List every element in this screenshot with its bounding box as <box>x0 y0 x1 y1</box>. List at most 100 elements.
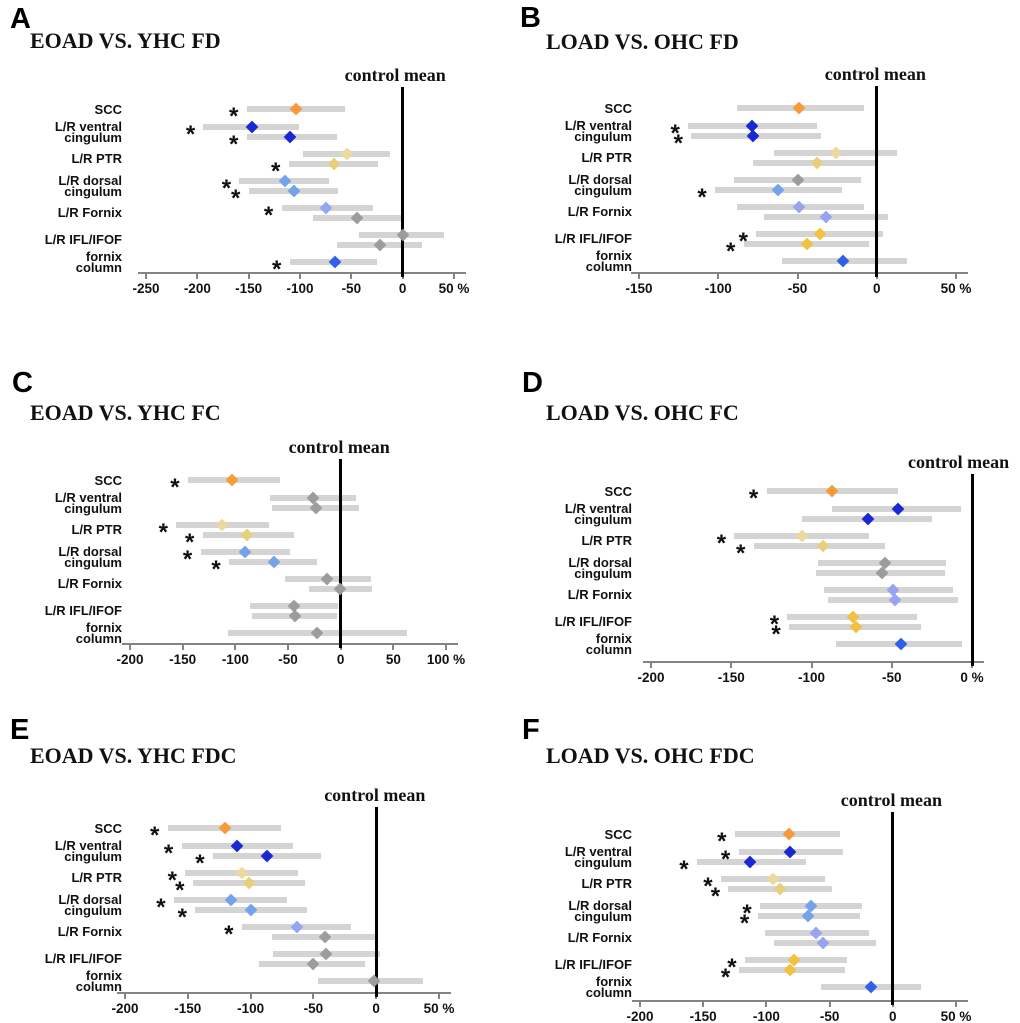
tract-label-line: fornix <box>85 619 122 635</box>
tract-label-line: L/R IFL/IFOF <box>44 603 122 619</box>
tract-label-line: fornix <box>85 248 122 264</box>
tract-label: L/R IFL/IFOF <box>510 615 632 628</box>
significance-asterisk: * <box>717 828 727 855</box>
tract-label-line: column <box>75 978 122 994</box>
tract-label-line: L/R dorsal <box>58 172 122 188</box>
tract-label-line: cingulum <box>64 500 122 516</box>
axis-tick-label: -250 <box>132 281 160 296</box>
mean-diamond <box>242 876 256 890</box>
significance-asterisk: * <box>185 529 195 556</box>
tract-label: L/R ventral cingulum <box>0 120 122 144</box>
axis-tick <box>312 992 315 999</box>
mean-diamond <box>224 893 237 906</box>
tract-label: SCC <box>510 828 632 841</box>
tract-label: L/R ventral cingulum <box>510 502 632 527</box>
axis-tick <box>181 643 184 650</box>
axis-tick <box>350 272 353 279</box>
mean-diamond <box>819 210 833 224</box>
x-axis-line <box>122 643 458 645</box>
mean-diamond <box>773 882 787 896</box>
axis-tick <box>810 661 813 668</box>
axis-tick-label: 50 % <box>940 1009 972 1023</box>
x-axis-line <box>632 1000 968 1002</box>
mean-diamond <box>306 491 320 504</box>
axis-tick <box>765 1000 768 1007</box>
mean-diamond <box>235 866 249 879</box>
axis-tick-label: -150 <box>689 1009 717 1023</box>
tract-label: L/R dorsal cingulum <box>0 893 122 917</box>
tract-label-line: L/R ventral <box>564 843 632 859</box>
tract-label-line: L/R PTR <box>71 870 122 886</box>
mean-diamond <box>319 947 333 960</box>
mean-diamond <box>792 200 806 213</box>
significance-asterisk: * <box>742 899 752 927</box>
tract-label-line: L/R dorsal <box>568 897 632 913</box>
control-mean-line <box>970 474 974 666</box>
axis-tick-label: 0 <box>872 281 881 296</box>
axis-tick-label: 0 <box>398 281 407 296</box>
significance-asterisk: * <box>185 120 196 148</box>
axis-tick-label: 0 <box>336 652 345 667</box>
tract-label: SCC <box>0 820 122 836</box>
mean-diamond <box>289 102 303 116</box>
tract-label-line: cingulum <box>574 511 632 527</box>
panel-F: F LOAD VS. OHC FDC control mean -200 -150 -10… <box>510 700 1020 1023</box>
axis-tick-label: -100 <box>752 1009 780 1023</box>
significance-asterisk: * <box>771 621 781 648</box>
axis-tick <box>828 1000 831 1007</box>
significance-asterisk: * <box>679 856 689 883</box>
axis-tick <box>445 643 447 650</box>
mean-diamond <box>290 920 304 933</box>
axis-tick <box>730 661 733 668</box>
panel-title: EOAD VS. YHC FD <box>30 28 221 53</box>
panel-letter: A <box>10 3 31 35</box>
tract-label-line: cingulum <box>574 854 632 870</box>
tract-label: L/R PTR <box>0 523 122 536</box>
tract-label-line: L/R ventral <box>564 117 632 133</box>
tract-label-line: L/R ventral <box>54 837 122 853</box>
tract-label-line: L/R IFL/IFOF <box>44 951 122 967</box>
tract-label-line: SCC <box>94 820 122 836</box>
control-mean-label: control mean <box>824 64 926 84</box>
panel-title: LOAD VS. OHC FDC <box>546 743 755 768</box>
tract-label-line: column <box>75 630 122 646</box>
tract-label: L/R Fornix <box>0 206 122 219</box>
significance-asterisk: * <box>697 184 707 211</box>
mean-diamond <box>396 228 410 241</box>
tract-label-line: fornix <box>595 973 632 989</box>
tract-label: SCC <box>0 103 122 116</box>
tract-label-line: column <box>585 641 632 657</box>
axis-tick <box>186 992 189 999</box>
axis-tick <box>702 1000 705 1007</box>
tract-label-line: column <box>75 259 122 275</box>
axis-tick <box>392 643 395 650</box>
control-mean-label: control mean <box>324 785 426 805</box>
tract-label-line: cingulum <box>574 565 632 581</box>
significance-asterisk: * <box>272 255 282 283</box>
tract-label: L/R dorsal cingulum <box>0 172 122 198</box>
significance-asterisk: * <box>263 201 274 229</box>
mean-diamond <box>784 845 797 858</box>
significance-asterisk: * <box>221 174 232 202</box>
tract-label-line: L/R IFL/IFOF <box>554 957 632 973</box>
mean-diamond <box>810 156 823 170</box>
control-mean-label: control mean <box>344 65 446 85</box>
x-axis-line <box>138 272 466 274</box>
mean-diamond <box>837 254 850 267</box>
significance-asterisk: * <box>670 119 680 147</box>
mean-diamond <box>287 184 301 198</box>
mean-diamond <box>367 974 381 987</box>
panel-E: E EOAD VS. YHC FDC control mean -200 -150 -10… <box>0 700 510 1023</box>
axis-tick-label: -150 <box>717 670 745 685</box>
panel-letter: B <box>520 2 541 34</box>
tract-label: L/R PTR <box>510 151 632 164</box>
axis-tick-label: 0 <box>889 1009 897 1023</box>
axis-tick <box>247 272 250 279</box>
tract-label: SCC <box>510 102 632 115</box>
mean-diamond <box>816 539 830 553</box>
axis-tick-label: -150 <box>174 1001 202 1016</box>
tract-label: SCC <box>510 485 632 498</box>
significance-asterisk: * <box>156 893 166 921</box>
mean-diamond <box>809 926 823 939</box>
mean-diamond <box>238 545 252 558</box>
